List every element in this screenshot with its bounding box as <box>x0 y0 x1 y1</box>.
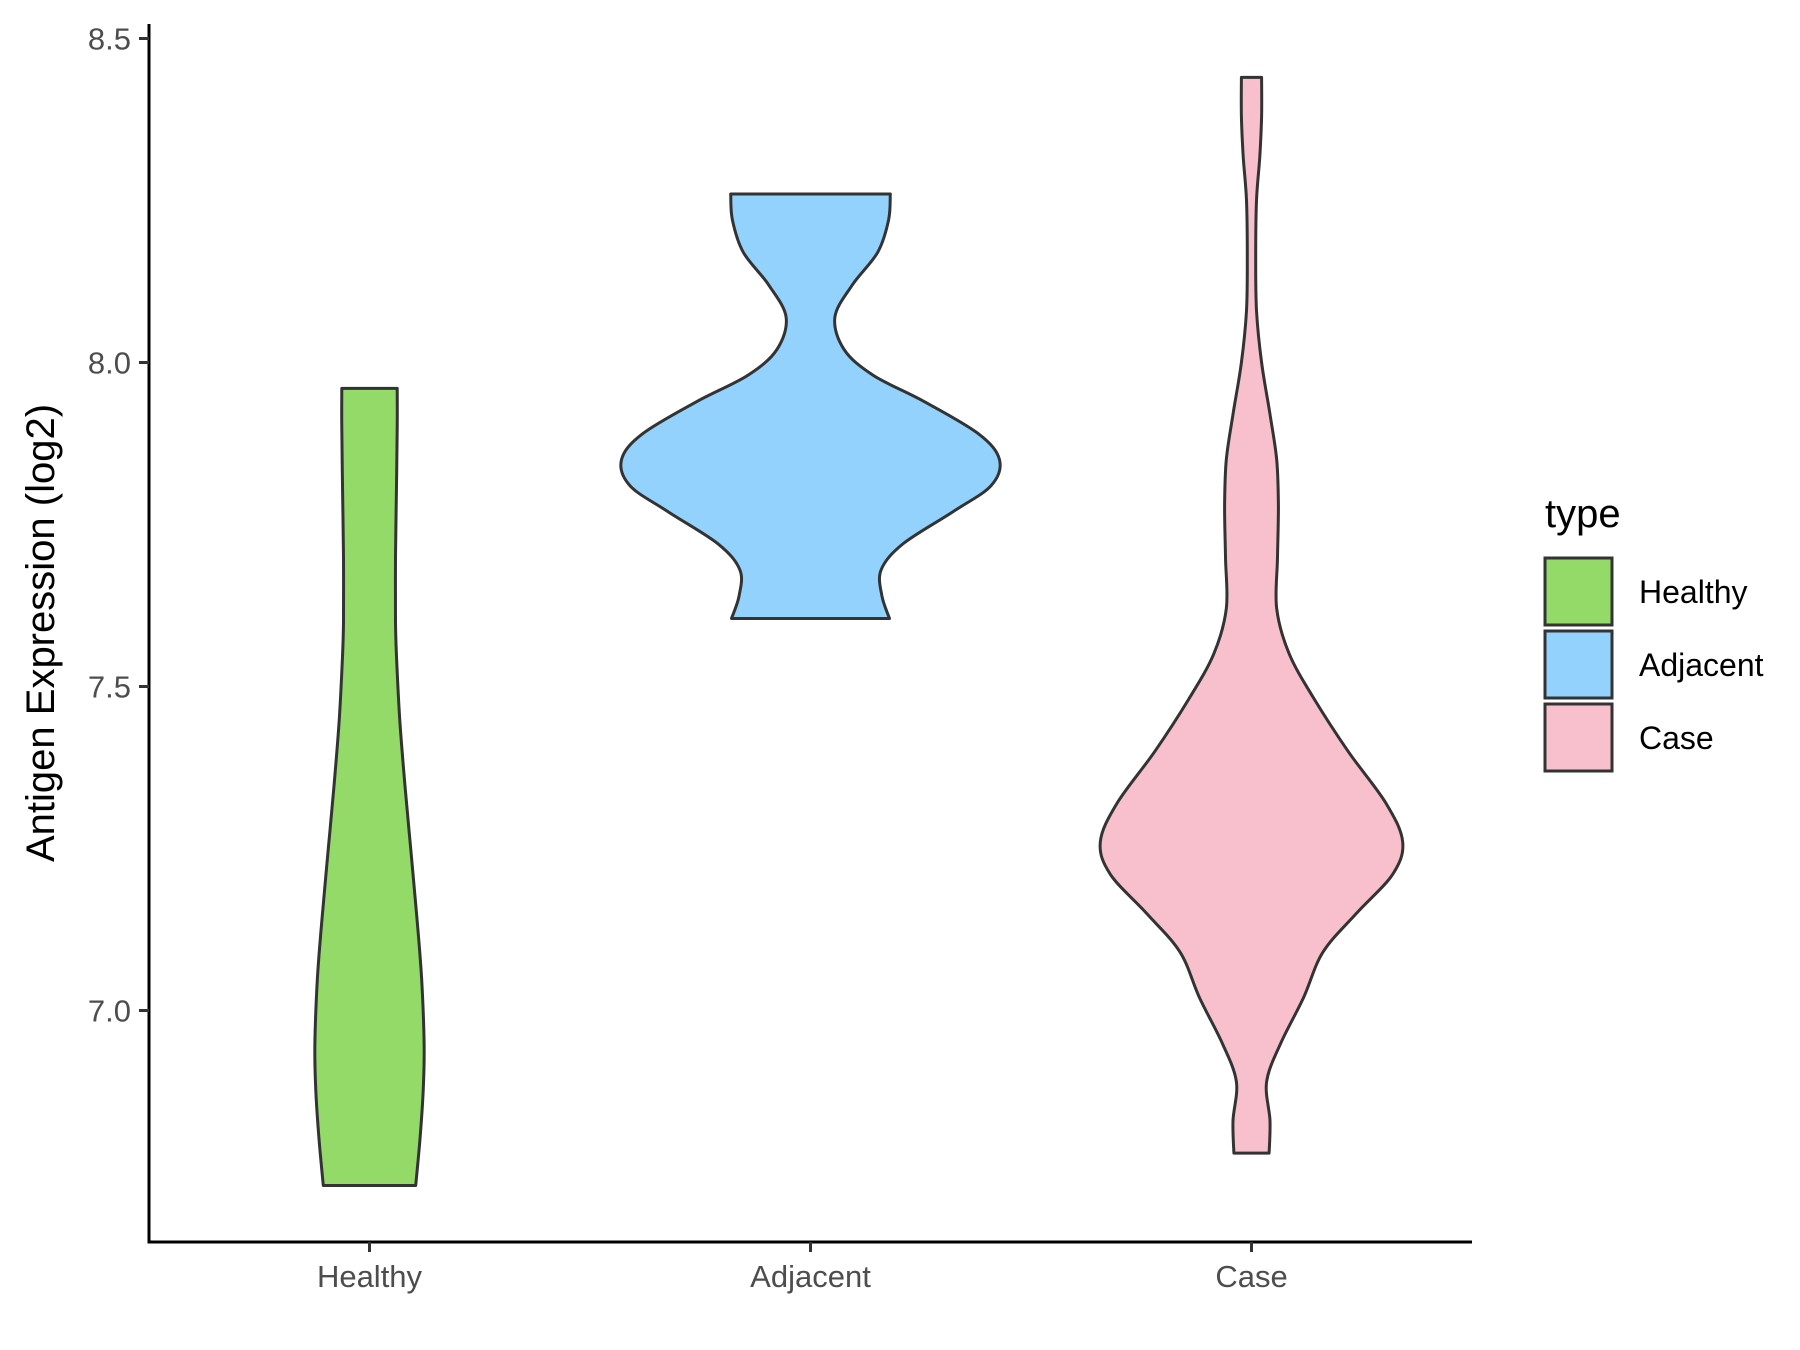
violin-adjacent <box>619 192 1002 620</box>
legend: type Healthy Adjacent Case <box>1543 492 1764 773</box>
x-tick-label: Healthy <box>317 1259 423 1294</box>
legend-swatch-case <box>1543 702 1614 773</box>
x-axis-ticks: Healthy Adjacent Case <box>317 1242 1288 1294</box>
y-axis-title: Antigen Expression (log2) <box>19 404 63 862</box>
violin-healthy <box>313 386 426 1187</box>
y-tick-label: 8.5 <box>88 22 131 57</box>
legend-label-adjacent: Adjacent <box>1639 647 1764 683</box>
legend-label-case: Case <box>1639 720 1714 756</box>
y-tick-label: 8.0 <box>88 346 131 381</box>
y-tick-label: 7.5 <box>88 670 131 705</box>
y-tick-label: 7.0 <box>88 994 131 1029</box>
legend-swatch-adjacent <box>1543 629 1614 700</box>
legend-label-healthy: Healthy <box>1639 574 1748 610</box>
violin-case <box>1098 75 1405 1155</box>
x-tick-label: Adjacent <box>750 1259 871 1294</box>
x-tick-label: Case <box>1215 1259 1287 1294</box>
legend-title: type <box>1545 492 1621 536</box>
legend-swatch-healthy <box>1543 556 1614 627</box>
y-axis-ticks: 7.0 7.5 8.0 8.5 <box>88 22 149 1029</box>
violin-group <box>313 75 1405 1187</box>
